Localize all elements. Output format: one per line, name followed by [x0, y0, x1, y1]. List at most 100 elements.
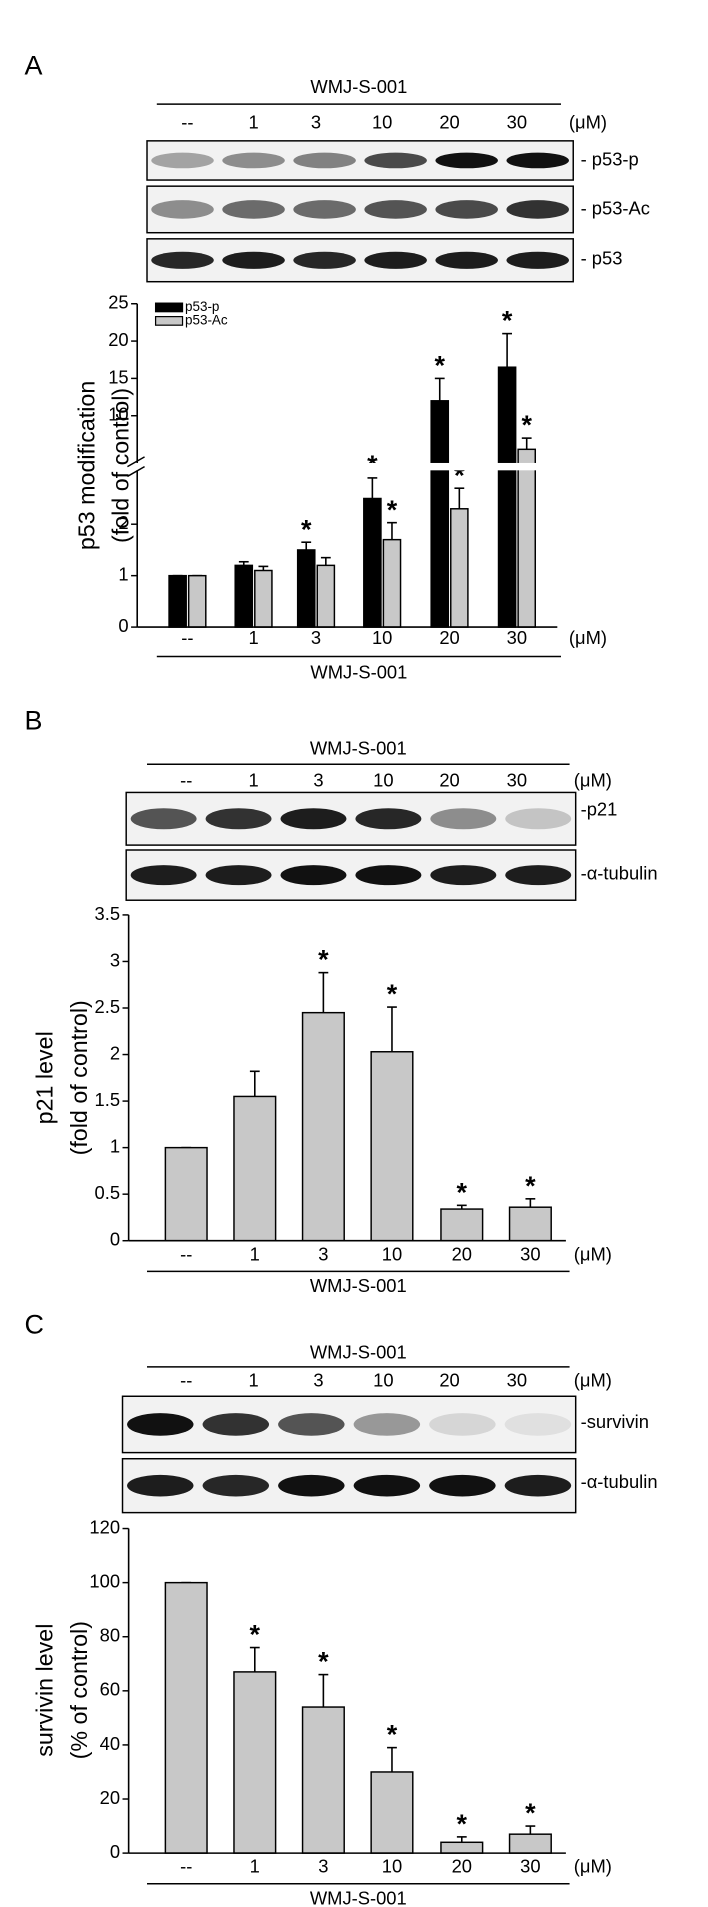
concentration-label: 1	[248, 769, 258, 790]
y-axis-label: (fold of control)	[66, 1000, 92, 1155]
bar	[382, 538, 402, 628]
y-tick-label: 1	[118, 564, 128, 585]
x-tick-label: 30	[520, 1856, 540, 1877]
blot-frame	[121, 1457, 577, 1514]
significance-mark: *	[387, 1720, 398, 1750]
blot-band	[429, 1413, 496, 1436]
bar	[508, 1206, 552, 1242]
treatment-label: WMJ-S-001	[310, 76, 407, 97]
concentration-label: --	[180, 1369, 192, 1390]
blot-band	[151, 152, 214, 169]
blot-band	[222, 152, 285, 169]
concentration-label: 3	[313, 1369, 323, 1390]
x-tick-label: 1	[250, 1243, 260, 1264]
significance-mark: *	[387, 495, 398, 525]
blot-label: -α-tubulin	[581, 862, 658, 883]
y-tick-label: 100	[89, 1570, 120, 1591]
bar	[296, 549, 316, 628]
y-axis-label: (fold of control)	[108, 388, 134, 543]
concentration-label: 1	[248, 1369, 258, 1390]
blot-band	[353, 1474, 421, 1497]
legend-label: p53-p	[185, 299, 219, 314]
treatment-label: WMJ-S-001	[310, 737, 407, 758]
blot-label: -α-tubulin	[581, 1471, 658, 1492]
y-tick-label: 0.5	[95, 1182, 121, 1203]
unit-label: (μM)	[574, 769, 612, 790]
bar	[254, 569, 273, 628]
concentration-label: 30	[507, 112, 527, 133]
bar	[301, 1706, 345, 1854]
concentration-label: 10	[373, 769, 393, 790]
y-tick-label: 10	[108, 404, 128, 425]
x-tick-label: 1	[250, 1856, 260, 1877]
y-tick-label: 20	[108, 329, 128, 350]
bar	[363, 497, 382, 628]
concentration-label: 3	[311, 112, 321, 133]
blot-label: - p53	[581, 248, 623, 269]
y-tick-label: 25	[108, 292, 128, 313]
x-tick-label: 20	[452, 1856, 472, 1877]
x-tick-label: 10	[382, 1243, 402, 1264]
blot-band	[504, 1413, 572, 1436]
bar	[233, 1671, 277, 1854]
bar	[168, 574, 187, 628]
x-tick-label: --	[181, 627, 193, 648]
significance-mark: *	[457, 1177, 468, 1207]
blot-band	[504, 1474, 572, 1497]
bar	[440, 1841, 484, 1854]
significance-mark: *	[521, 410, 532, 440]
blot-frame	[125, 849, 577, 901]
blot-band	[435, 200, 498, 219]
y-tick-label: 0	[110, 1229, 120, 1250]
blot-band	[435, 152, 498, 169]
blot-frame	[125, 791, 577, 846]
blot-band	[355, 808, 422, 830]
y-tick-label: 80	[100, 1625, 120, 1646]
y-axis-label: (% of control)	[66, 1621, 92, 1759]
blot-band	[355, 865, 422, 886]
y-tick-label: 2	[118, 512, 128, 533]
concentration-label: 10	[372, 112, 392, 133]
blot-band	[429, 1474, 496, 1497]
y-tick-label: 15	[108, 366, 128, 387]
blot-band	[505, 808, 572, 830]
blot-band	[222, 251, 285, 269]
y-tick-label: 40	[100, 1733, 120, 1754]
y-axis-label: survivin level	[32, 1624, 58, 1757]
concentration-label: 3	[313, 769, 323, 790]
x-tick-label: 3	[311, 627, 321, 648]
panel-label: A	[25, 50, 43, 80]
concentration-label: 20	[439, 1369, 459, 1390]
bar	[164, 1146, 208, 1242]
x-tick-label: 30	[520, 1243, 540, 1264]
significance-mark: *	[454, 460, 465, 490]
bar	[517, 448, 537, 628]
significance-mark: *	[318, 1647, 329, 1677]
y-tick-label: 3	[110, 949, 120, 970]
y-tick-label: 1	[110, 1135, 120, 1156]
blot-band	[364, 152, 427, 169]
x-tick-label: 20	[439, 627, 459, 648]
x-tick-label: 10	[382, 1856, 402, 1877]
x-tick-label: 20	[452, 1243, 472, 1264]
treatment-label: WMJ-S-001	[310, 1341, 407, 1362]
blot-band	[202, 1474, 270, 1497]
bar	[508, 1833, 552, 1854]
axis-break-mark	[127, 456, 145, 468]
blot-band	[127, 1413, 194, 1436]
y-tick-label: 0	[110, 1841, 120, 1862]
blot-band	[506, 152, 569, 169]
y-tick-label: 0	[118, 615, 128, 636]
concentration-label: 30	[507, 769, 527, 790]
x-tick-label: --	[180, 1243, 192, 1264]
blot-band	[506, 200, 569, 219]
blot-label: -p21	[581, 799, 618, 820]
blot-label: -survivin	[581, 1411, 649, 1432]
unit-label: (μM)	[569, 112, 607, 133]
y-tick-label: 2.5	[95, 996, 121, 1017]
y-tick-label: 3.5	[95, 903, 121, 924]
blot-band	[205, 808, 272, 830]
y-tick-label: 20	[100, 1787, 120, 1808]
blot-band	[435, 251, 498, 269]
